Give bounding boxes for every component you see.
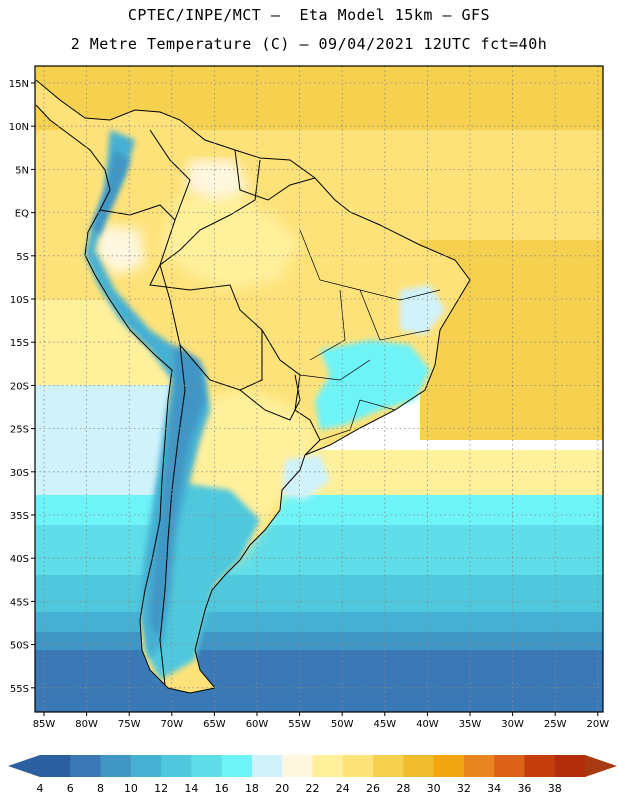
colorbar-label: 26 (366, 782, 380, 795)
colorbar-right-arrow (585, 755, 617, 777)
colorbar-swatch (282, 755, 313, 777)
lat-tick-label: 5N (15, 165, 29, 176)
lon-tick-label: 55W (288, 719, 311, 730)
colorbar-label: 20 (275, 782, 289, 795)
lat-tick-label: 40S (10, 554, 29, 565)
lon-tick-label: 35W (459, 719, 482, 730)
map-frame (34, 65, 604, 713)
colorbar-label: 30 (427, 782, 441, 795)
colorbar-swatch (161, 755, 192, 777)
lat-tick-label: 15N (9, 79, 29, 90)
lat-tick-label: 30S (10, 468, 29, 479)
land-cool-north (185, 160, 250, 200)
lon-tick-label: 60W (246, 719, 269, 730)
colorbar-label: 12 (154, 782, 168, 795)
lon-tick-label: 85W (33, 719, 56, 730)
colorbar-swatch (554, 755, 586, 777)
lat-tick-label: 10S (10, 295, 29, 306)
grid-lines (35, 66, 603, 712)
lat-tick-label: 50S (10, 641, 29, 652)
border-guianas (234, 149, 316, 201)
lat-tick-label: 55S (10, 684, 29, 695)
lat-tick-label: 20S (10, 381, 29, 392)
colorbar-label: 38 (548, 782, 562, 795)
ocean-band-c6 (35, 650, 603, 712)
colorbar-swatch (130, 755, 162, 777)
latitude-ticks: 15N 10N 5N EQ 5S 10S 15S 20S 25S 30S 35S 40S 45S 50S 5… (9, 79, 35, 695)
title-line-1: CPTEC/INPE/MCT – Eta Model 15km – GFS (127, 6, 491, 24)
colorbar-label: 16 (215, 782, 229, 795)
colorbar-label: 6 (67, 782, 74, 795)
lon-tick-label: 65W (203, 719, 226, 730)
longitude-ticks: 85W 80W 75W 70W 65W 60W 55W 50W 45W 40W 35W 30W 25W 2… (33, 712, 609, 730)
colorbar-label: 4 (37, 782, 44, 795)
colorbar-label: 18 (245, 782, 259, 795)
andes-high (150, 345, 205, 640)
lon-tick-label: 30W (501, 719, 524, 730)
lon-tick-label: 70W (160, 719, 183, 730)
colorbar-label: 36 (517, 782, 531, 795)
title-line-2: 2 Metre Temperature (C) – 09/04/2021 12U… (70, 35, 548, 53)
colorbar-label: 14 (184, 782, 198, 795)
lat-tick-label: 5S (16, 252, 29, 263)
highlands-south (282, 455, 330, 500)
ocean-band-c16 (35, 495, 603, 530)
colorbar-swatch (191, 755, 223, 777)
lon-tick-label: 50W (331, 719, 354, 730)
lon-tick-label: 40W (416, 719, 439, 730)
colorbar-label: 32 (457, 782, 471, 795)
border-colombia-venezuela (149, 129, 191, 221)
colorbar-label: 34 (487, 782, 501, 795)
lon-tick-label: 45W (373, 719, 396, 730)
lon-tick-label: 20W (586, 719, 609, 730)
temperature-field (35, 66, 603, 712)
colorbar-swatch (342, 755, 374, 777)
colorbar-left-arrow (8, 755, 40, 777)
colorbar-swatch (373, 755, 404, 777)
colorbar-swatch (100, 755, 132, 777)
colorbar-swatch (524, 755, 556, 777)
lon-tick-label: 25W (544, 719, 567, 730)
colorbar-swatch (463, 755, 495, 777)
coastline (35, 79, 471, 694)
lon-tick-label: 80W (75, 719, 98, 730)
colorbar-swatch (403, 755, 435, 777)
lat-tick-label: 10N (9, 122, 29, 133)
lat-tick-label: 15S (10, 338, 29, 349)
colorbar-label: 8 (97, 782, 104, 795)
land-mild-amazon (160, 190, 300, 290)
lat-tick-label: 25S (10, 425, 29, 436)
andes-range (85, 130, 210, 660)
lat-tick-label: 35S (10, 511, 29, 522)
colorbar-swatch (494, 755, 525, 777)
colorbar-swatch (251, 755, 283, 777)
border-paraguay (239, 374, 301, 421)
colorbar-label: 24 (336, 782, 350, 795)
colorbar-label: 22 (306, 782, 320, 795)
colorbar-swatch (433, 755, 465, 777)
colorbar-swatch (70, 755, 101, 777)
colorbar-label: 10 (124, 782, 138, 795)
colorbar-swatch (40, 755, 71, 777)
border-peru-ecuador (99, 204, 176, 266)
colorbar-swatch (221, 755, 253, 777)
lat-tick-label: 45S (10, 597, 29, 608)
colorbar: 4 6 8 10 12 14 16 18 20 22 24 26 28 30 32 34 36 38 (8, 755, 617, 795)
land-cool-peru (95, 225, 145, 275)
lat-tick-label: EQ (15, 209, 29, 220)
colorbar-label: 28 (396, 782, 410, 795)
border-brazil-states (299, 229, 441, 441)
continent-fill (36, 80, 470, 693)
andes-north-peaks (92, 150, 130, 235)
colorbar-swatch (312, 755, 344, 777)
lon-tick-label: 75W (118, 719, 141, 730)
border-bolivia (159, 264, 263, 391)
boundaries (35, 79, 471, 694)
